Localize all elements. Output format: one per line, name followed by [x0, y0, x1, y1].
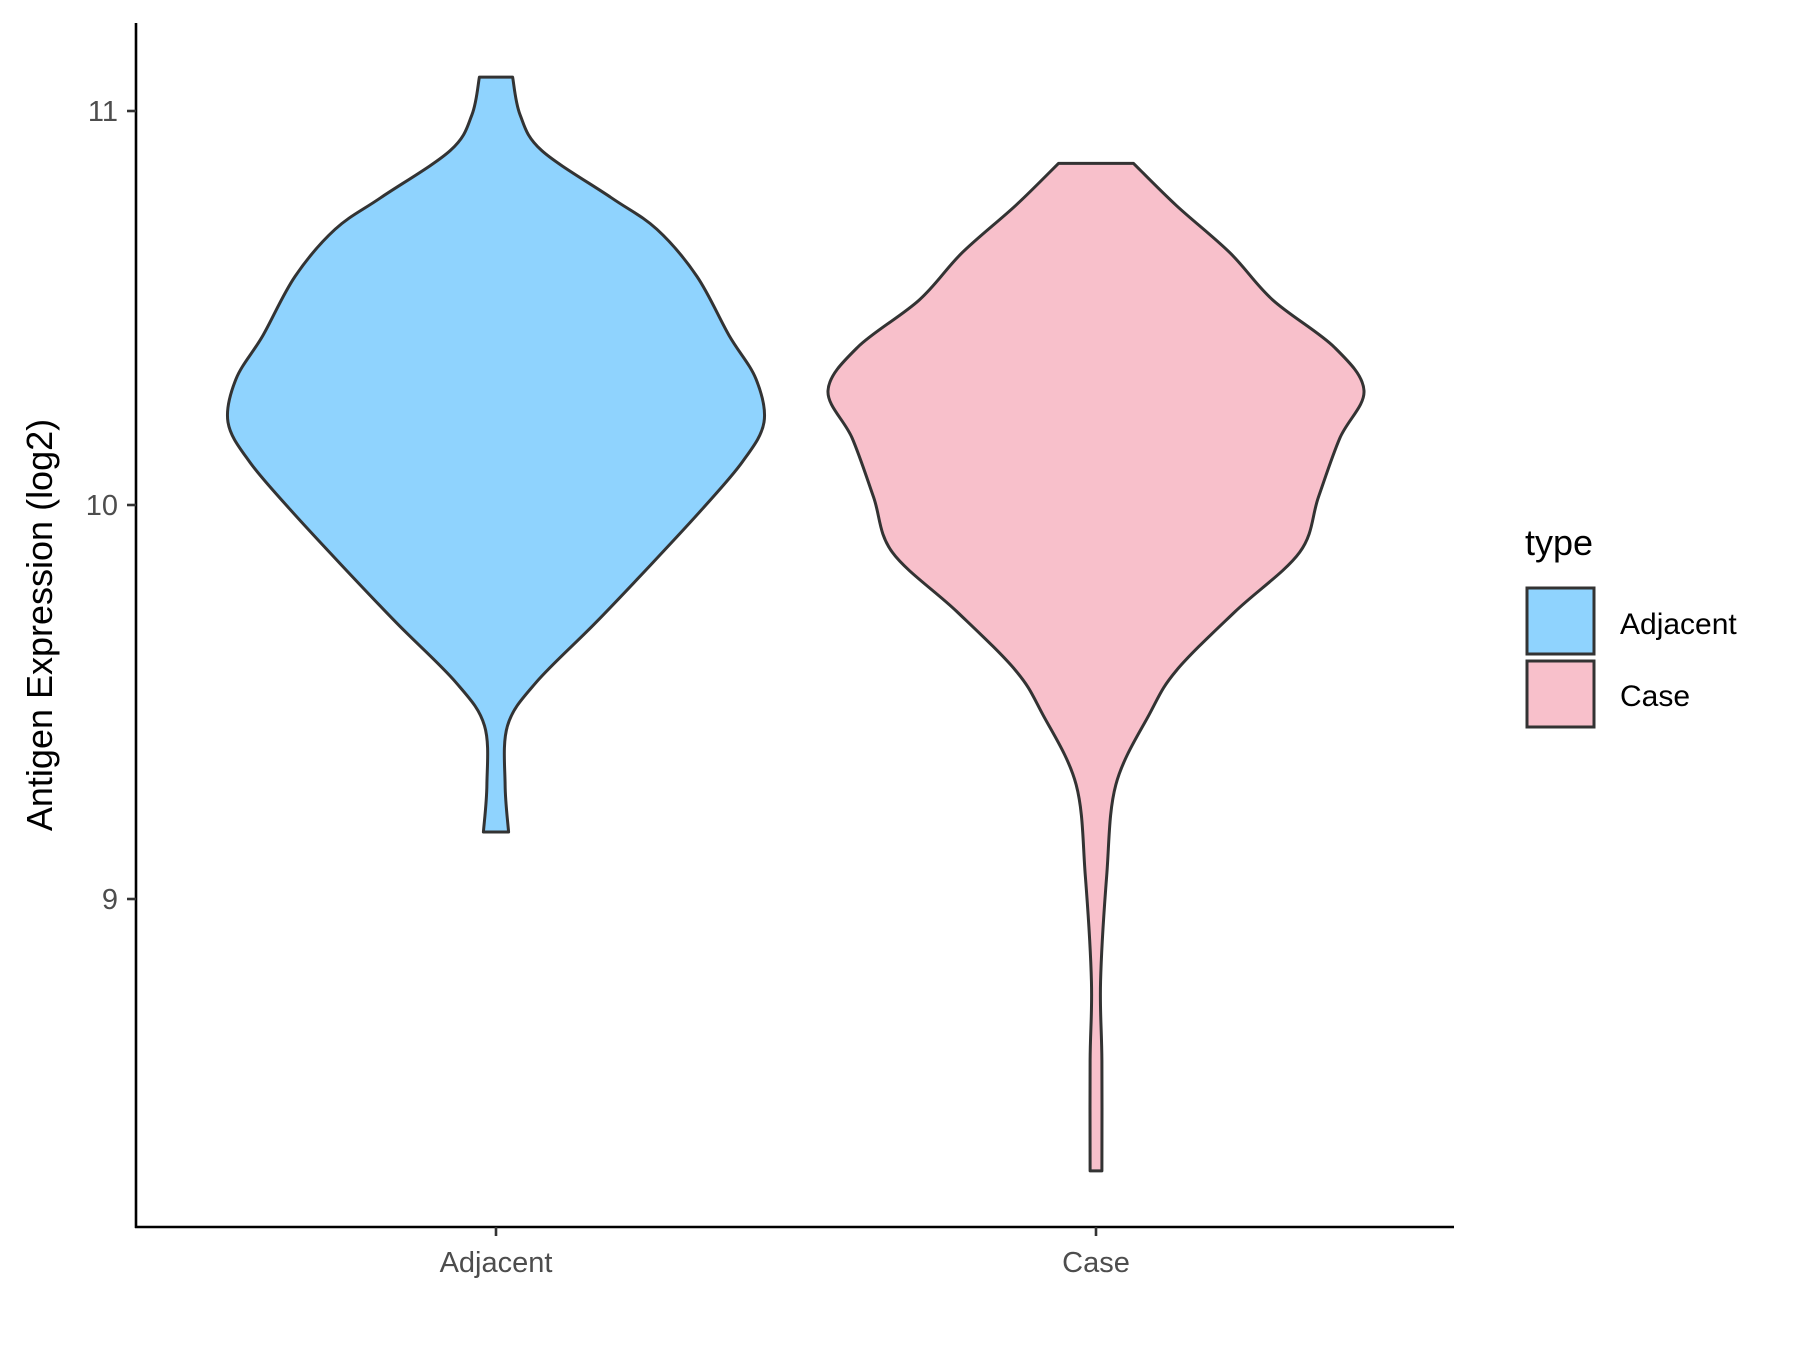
x-tick-label: Case [1062, 1247, 1130, 1279]
legend-key-case [1525, 659, 1596, 729]
y-tick-label: 10 [86, 490, 118, 522]
legend-title: type [1525, 522, 1593, 563]
x-tick-label: Adjacent [440, 1247, 553, 1279]
violin-adjacent [225, 75, 767, 834]
y-tick-label: 9 [102, 884, 118, 916]
legend-key-adjacent [1525, 586, 1596, 656]
legend-label-case: Case [1620, 680, 1690, 713]
violins [225, 75, 1366, 1173]
violin-case [826, 161, 1366, 1173]
y-tick-label: 11 [88, 96, 118, 128]
legend: type Adjacent Case [1525, 522, 1737, 729]
legend-label-adjacent: Adjacent [1620, 608, 1737, 641]
x-ticks: Adjacent Case [440, 1227, 1130, 1279]
y-ticks: 9 10 11 [86, 96, 136, 916]
y-axis-label: Antigen Expression (log2) [19, 419, 60, 831]
